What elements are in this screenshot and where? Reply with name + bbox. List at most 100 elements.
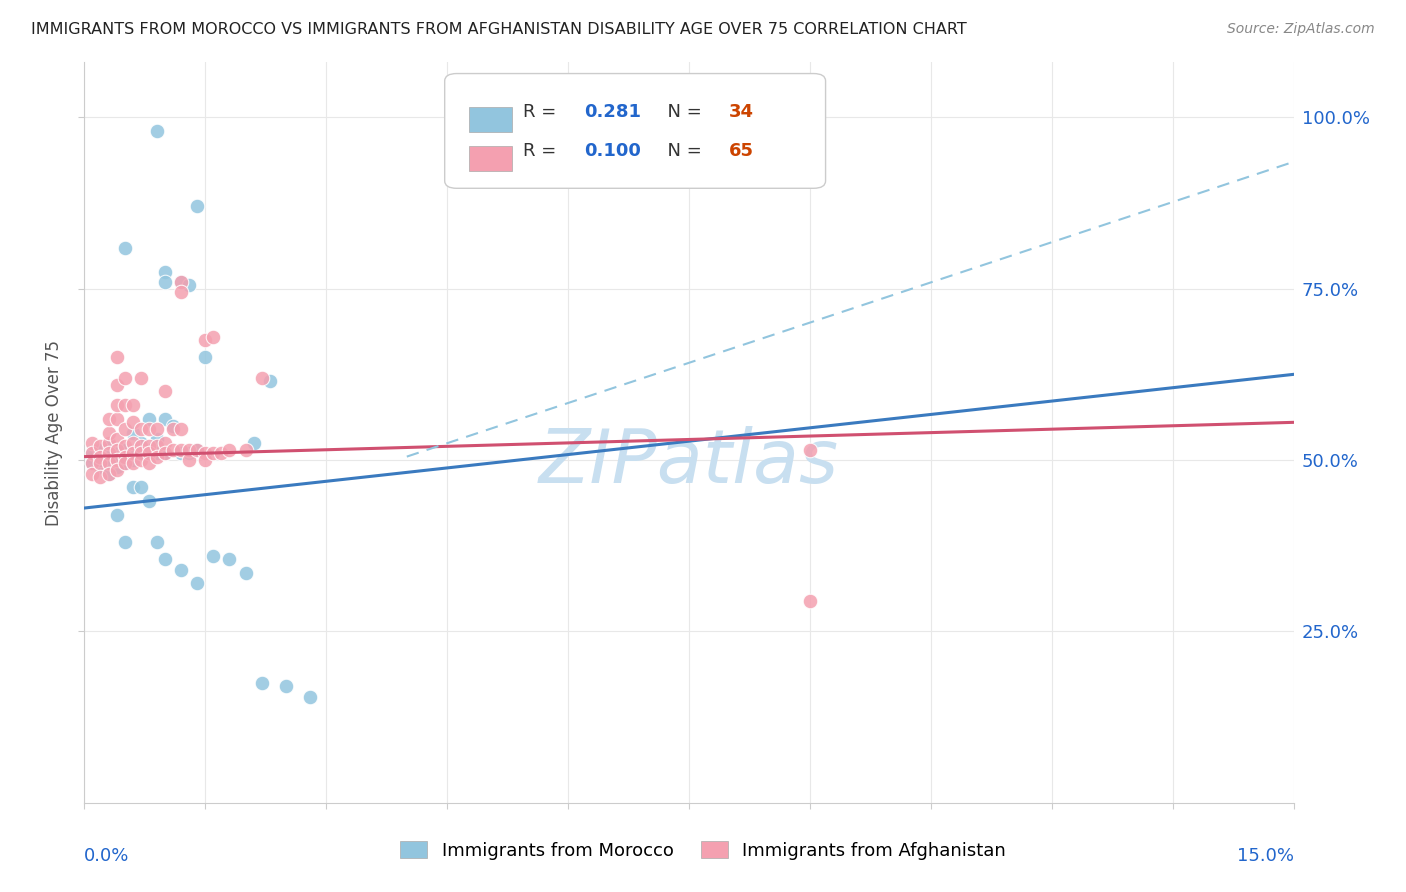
Point (153, 552, 176, 566)
Point (146, 450, 169, 464)
Point (153, 446, 176, 460)
Point (97, 457, 120, 471)
Point (105, 459, 128, 474)
Point (105, 446, 128, 460)
Text: ZIPatlas: ZIPatlas (538, 426, 839, 499)
Text: N =: N = (657, 143, 707, 161)
Point (114, 535, 136, 549)
Point (799, 593, 821, 607)
Point (250, 371, 273, 385)
Point (114, 457, 136, 471)
Point (89, 457, 111, 471)
Point (89, 439, 111, 453)
Point (170, 275, 193, 289)
Point (121, 446, 143, 460)
Point (97, 425, 120, 440)
Point (170, 285, 193, 299)
Point (235, 442, 257, 457)
Point (82, 446, 104, 460)
Legend: Immigrants from Morocco, Immigrants from Afghanistan: Immigrants from Morocco, Immigrants from… (392, 834, 1014, 867)
Point (153, 275, 176, 289)
Point (138, 446, 160, 460)
Point (105, 463, 128, 477)
Point (194, 350, 217, 364)
Point (162, 442, 184, 457)
Point (97, 467, 120, 481)
Point (138, 494, 160, 508)
Point (179, 442, 201, 457)
Point (114, 439, 136, 453)
Point (194, 446, 217, 460)
Point (186, 576, 208, 591)
Point (89, 459, 111, 474)
Point (299, 690, 322, 704)
Point (105, 433, 128, 447)
Point (89, 450, 111, 464)
FancyBboxPatch shape (468, 146, 512, 171)
Point (121, 415, 143, 429)
Text: 0.0%: 0.0% (84, 847, 129, 865)
Point (105, 450, 128, 464)
Point (105, 442, 128, 457)
Point (138, 439, 160, 453)
Text: R =: R = (523, 143, 562, 161)
Point (82, 457, 104, 471)
Point (97, 467, 120, 481)
Point (799, 442, 821, 457)
Point (138, 422, 160, 436)
Point (162, 418, 184, 433)
Point (194, 453, 217, 467)
Point (146, 439, 169, 453)
Point (114, 398, 136, 412)
Point (89, 453, 111, 467)
Point (82, 457, 104, 471)
Y-axis label: Disability Age Over 75: Disability Age Over 75 (45, 340, 63, 525)
Point (209, 446, 232, 460)
Point (97, 446, 120, 460)
Point (170, 563, 193, 577)
Text: 65: 65 (728, 143, 754, 161)
Point (274, 679, 297, 693)
Point (114, 442, 136, 457)
Point (138, 442, 160, 457)
Point (129, 446, 152, 460)
Point (153, 412, 176, 426)
Point (114, 450, 136, 464)
Point (82, 446, 104, 460)
Point (138, 457, 160, 471)
Point (129, 439, 152, 453)
Point (129, 422, 152, 436)
Point (97, 439, 120, 453)
Point (250, 676, 273, 690)
Point (170, 442, 193, 457)
Point (105, 350, 128, 364)
Point (235, 566, 257, 581)
Point (129, 480, 152, 494)
Text: 34: 34 (728, 103, 754, 121)
Text: 15.0%: 15.0% (1236, 847, 1294, 865)
Point (153, 264, 176, 278)
Point (259, 374, 281, 388)
Text: N =: N = (657, 103, 707, 121)
Point (105, 453, 128, 467)
Point (146, 535, 169, 549)
Text: 0.281: 0.281 (583, 103, 641, 121)
Point (186, 442, 208, 457)
Point (242, 436, 264, 450)
Point (105, 508, 128, 522)
Point (114, 240, 136, 255)
Point (121, 436, 143, 450)
Point (129, 436, 152, 450)
Point (105, 398, 128, 412)
Point (202, 446, 225, 460)
Text: Source: ZipAtlas.com: Source: ZipAtlas.com (1227, 22, 1375, 37)
Point (89, 442, 111, 457)
Point (114, 450, 136, 464)
Point (179, 453, 201, 467)
Point (121, 480, 143, 494)
Point (129, 371, 152, 385)
Point (170, 446, 193, 460)
FancyBboxPatch shape (444, 73, 825, 188)
Point (138, 412, 160, 426)
Point (97, 412, 120, 426)
